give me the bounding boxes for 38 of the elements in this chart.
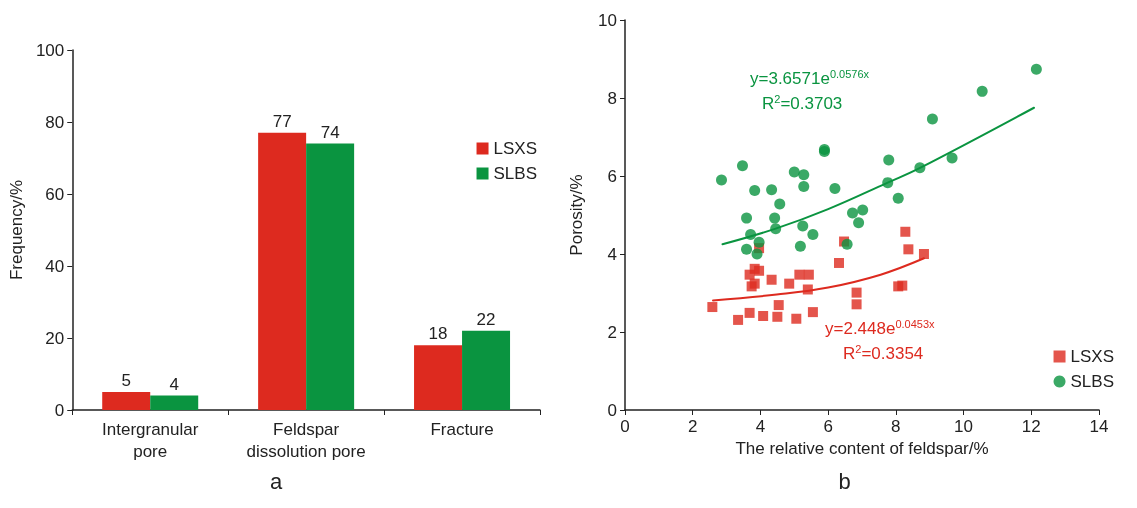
x-tick-label: Fracture	[430, 419, 494, 439]
x-tick-label: 6	[823, 417, 833, 436]
y-tick-label: 4	[607, 244, 617, 264]
y-tick-label: 2	[607, 322, 617, 342]
x-tick-label: 10	[954, 417, 974, 436]
data-label: 22	[476, 309, 496, 329]
data-label: 18	[428, 324, 448, 344]
y-axis-title: Frequency/%	[7, 179, 26, 281]
y-tick-label: 6	[607, 166, 617, 186]
x-tick-label: 14	[1089, 417, 1109, 436]
y-tick-label: 20	[45, 328, 65, 348]
x-tick-label: Intergranular pore	[102, 419, 199, 461]
legend-label: LSXS	[493, 139, 538, 158]
y-tick-label: 40	[45, 256, 65, 276]
y-tick-label: 8	[607, 88, 617, 108]
y-tick-label: 0	[607, 400, 617, 420]
x-tick-label: 0	[620, 417, 630, 436]
text: b	[838, 468, 851, 494]
legend-label: SLBS	[1070, 372, 1115, 391]
legend-label: SLBS	[493, 164, 538, 183]
data-label: 77	[272, 111, 292, 131]
data-label: 5	[121, 371, 131, 390]
data-label: 4	[169, 374, 179, 394]
data-label: 74	[320, 122, 340, 142]
x-axis-title: The relative content of feldspar/%	[735, 438, 989, 458]
x-tick-label: Feldspar dissolution pore	[246, 419, 366, 461]
y-tick-label: 60	[45, 184, 65, 204]
x-tick-label: 8	[891, 417, 901, 436]
y-tick-label: 0	[54, 400, 65, 420]
x-tick-label: 12	[1021, 417, 1041, 436]
y-tick-label: 10	[598, 10, 617, 30]
y-tick-label: 100	[35, 40, 65, 60]
y-axis-title: Porosity/%	[567, 174, 586, 256]
x-tick-label: 2	[687, 417, 698, 436]
y-tick-label: 80	[45, 112, 65, 132]
x-tick-label: 4	[755, 417, 766, 436]
legend-label: LSXS	[1070, 347, 1115, 366]
text: a	[269, 468, 283, 494]
